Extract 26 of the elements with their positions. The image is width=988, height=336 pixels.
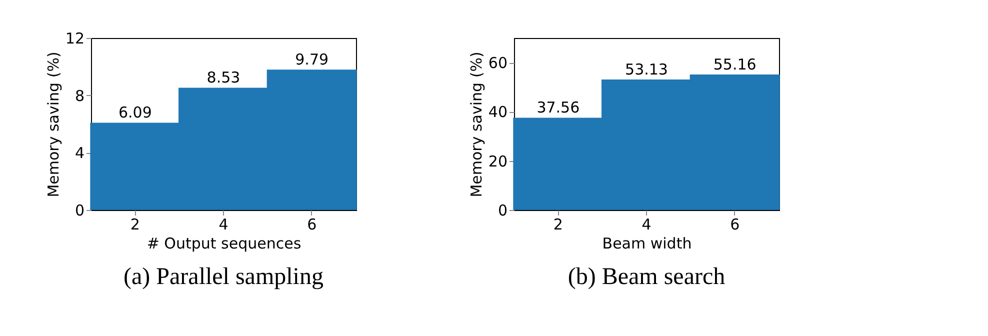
- y-tick-label: 60: [488, 54, 508, 72]
- y-tick-label: 0: [498, 202, 508, 220]
- y-tick-label: 20: [488, 152, 508, 170]
- y-axis-title: Memory saving (%): [44, 52, 62, 198]
- data-label: 8.53: [206, 68, 240, 87]
- data-label: 53.13: [625, 60, 668, 78]
- text: (a) Parallel sampling: [124, 264, 324, 290]
- x-tick-label: 2: [553, 216, 563, 234]
- text: (b) Beam search: [568, 264, 726, 290]
- y-tick-label: 0: [74, 202, 84, 220]
- x-tick-label: 6: [307, 216, 317, 234]
- y-axis-title: Memory saving (%): [467, 52, 486, 198]
- x-tick-label: 6: [730, 216, 740, 234]
- y-tick-label: 4: [74, 144, 84, 162]
- x-axis-title: Beam width: [602, 234, 692, 252]
- y-tick-label: 8: [74, 86, 84, 105]
- x-axis-title: # Output sequences: [146, 234, 302, 252]
- y-tick-label: 40: [488, 103, 508, 122]
- x-tick-label: 2: [130, 216, 140, 234]
- data-label: 6.09: [118, 104, 152, 122]
- x-tick-label: 4: [218, 216, 228, 234]
- y-tick-label: 12: [65, 30, 84, 48]
- data-label: 37.56: [536, 98, 580, 117]
- x-tick-label: 4: [642, 216, 652, 234]
- data-label: 55.16: [713, 55, 756, 74]
- data-label: 9.79: [295, 50, 329, 69]
